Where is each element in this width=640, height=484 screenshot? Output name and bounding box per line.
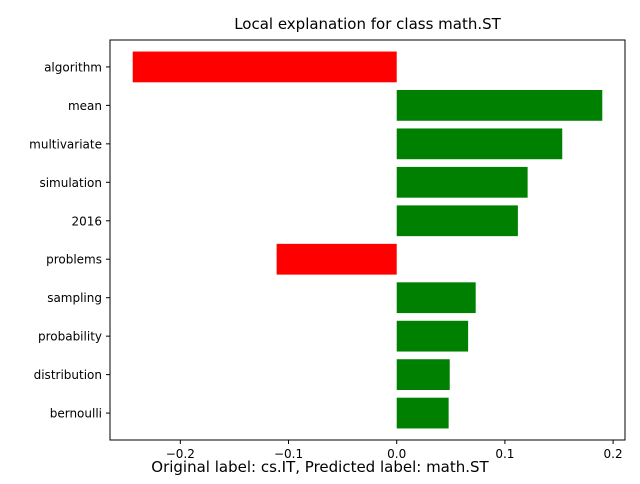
x-tick-label: 0.0	[387, 447, 406, 461]
bar-multivariate	[396, 128, 563, 160]
bar-bernoulli	[396, 397, 449, 429]
y-tick-label: distribution	[34, 368, 102, 382]
y-tick-label: multivariate	[29, 137, 102, 151]
axes-frame	[109, 39, 626, 441]
bar-sampling	[396, 282, 476, 314]
y-tick-label: probability	[38, 330, 102, 344]
y-tick-label: 2016	[71, 214, 102, 228]
y-tick-label: simulation	[39, 176, 102, 190]
plot-area: algorithm mean multivariate simulation 2016 p…	[29, 39, 626, 461]
chart-title: Local explanation for class math.ST	[234, 15, 501, 33]
bar-2016	[396, 205, 518, 237]
y-tick-label: sampling	[47, 291, 102, 305]
y-tick-label: mean	[68, 99, 102, 113]
bar-simulation	[396, 166, 528, 198]
x-tick-label: 0.1	[495, 447, 514, 461]
x-tick-label: 0.2	[604, 447, 623, 461]
y-tick-label: algorithm	[44, 60, 102, 74]
bar-problems	[276, 243, 397, 275]
bar-mean	[396, 90, 603, 121]
bar-probability	[396, 320, 469, 352]
bar-distribution	[396, 359, 450, 390]
y-tick-label: problems	[46, 253, 102, 267]
y-tick-label: bernoulli	[50, 407, 102, 421]
x-tick-label: −0.2	[166, 447, 195, 461]
bar-algorithm	[132, 51, 397, 83]
x-tick-label: −0.1	[274, 447, 303, 461]
prediction-caption: Original label: cs.IT, Predicted label: …	[151, 458, 489, 476]
